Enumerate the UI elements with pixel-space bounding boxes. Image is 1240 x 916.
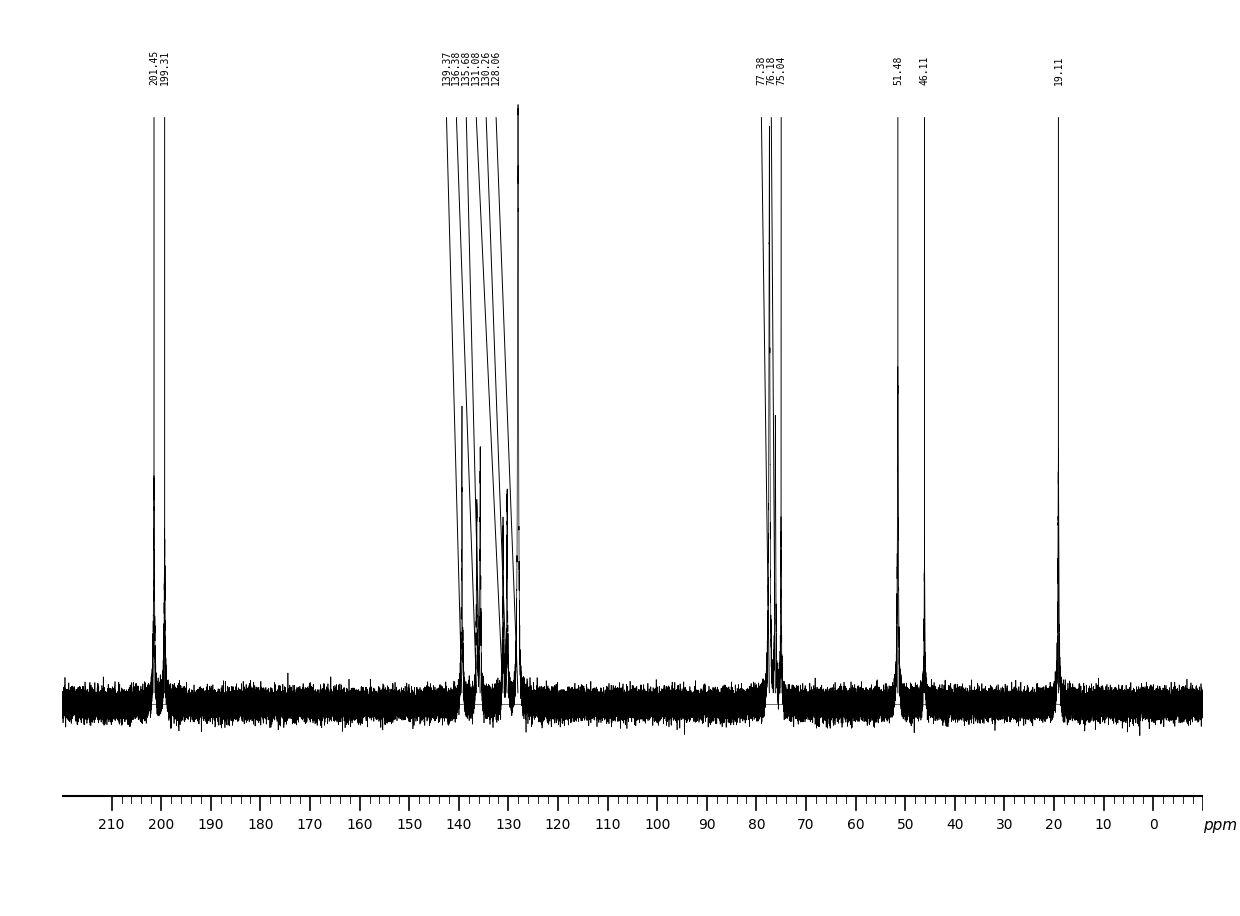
Text: 80: 80 <box>748 818 765 832</box>
Text: 10: 10 <box>1095 818 1112 832</box>
Text: 128.06: 128.06 <box>491 49 501 85</box>
Text: 19.11: 19.11 <box>1054 56 1064 85</box>
Text: 76.18: 76.18 <box>766 56 776 85</box>
Text: 70: 70 <box>797 818 815 832</box>
Text: 139.37: 139.37 <box>441 49 451 85</box>
Text: 90: 90 <box>698 818 715 832</box>
Text: 77.38: 77.38 <box>756 56 766 85</box>
Text: 75.04: 75.04 <box>776 56 786 85</box>
Text: 150: 150 <box>396 818 423 832</box>
Text: 120: 120 <box>544 818 572 832</box>
Text: ppm: ppm <box>1203 818 1238 833</box>
Text: 40: 40 <box>946 818 963 832</box>
Text: 20: 20 <box>1045 818 1063 832</box>
Text: 135.68: 135.68 <box>461 49 471 85</box>
Text: 199.31: 199.31 <box>160 49 170 85</box>
Text: 130: 130 <box>495 818 522 832</box>
Text: 180: 180 <box>247 818 274 832</box>
Text: 170: 170 <box>296 818 324 832</box>
Text: 201.45: 201.45 <box>149 49 159 85</box>
Text: 130.26: 130.26 <box>481 49 491 85</box>
Text: 136.38: 136.38 <box>451 49 461 85</box>
Text: 30: 30 <box>996 818 1013 832</box>
Text: 46.11: 46.11 <box>920 56 930 85</box>
Text: 60: 60 <box>847 818 864 832</box>
Text: 210: 210 <box>98 818 125 832</box>
Text: 160: 160 <box>346 818 373 832</box>
Text: 131.08: 131.08 <box>471 49 481 85</box>
Text: 110: 110 <box>594 818 621 832</box>
Text: 0: 0 <box>1148 818 1158 832</box>
Text: 190: 190 <box>197 818 224 832</box>
Text: 140: 140 <box>445 818 472 832</box>
Text: 100: 100 <box>644 818 671 832</box>
Text: 50: 50 <box>897 818 914 832</box>
Text: 200: 200 <box>148 818 175 832</box>
Text: 51.48: 51.48 <box>893 56 903 85</box>
